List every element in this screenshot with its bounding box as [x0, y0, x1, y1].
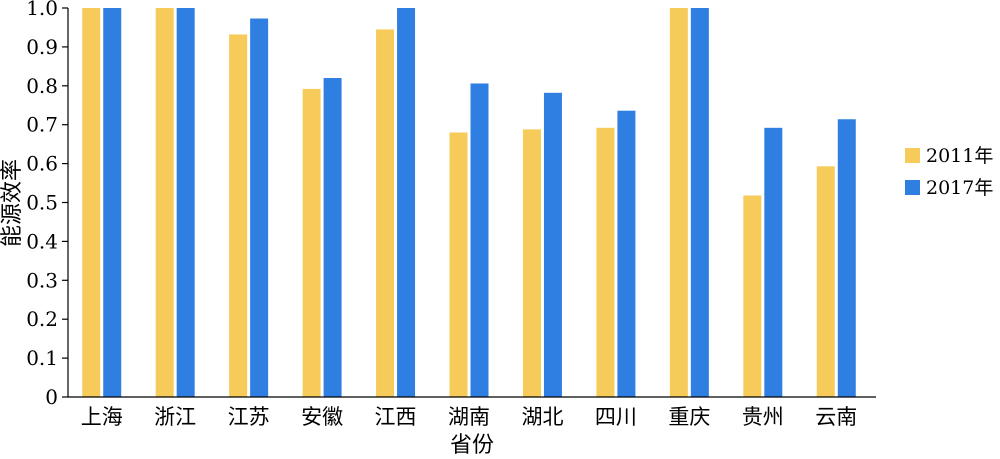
x-tick-label: 浙江 [154, 405, 196, 429]
legend-label: 2011年 [926, 145, 993, 167]
y-tick-label: 0.3 [26, 268, 58, 292]
bar-series1-上海 [82, 8, 101, 397]
y-axis-label: 能源效率 [0, 159, 25, 247]
bar-series2-云南 [837, 119, 856, 397]
bar-series2-江苏 [250, 18, 269, 398]
bars-layer [82, 8, 856, 398]
legend-label: 2017年 [926, 177, 993, 199]
bar-series1-浙江 [155, 8, 174, 397]
x-tick-label: 安徽 [301, 405, 343, 429]
legend-swatch [905, 180, 920, 195]
x-tick-label: 四川 [595, 405, 637, 429]
bar-series1-江西 [376, 29, 395, 398]
bar-series1-湖北 [522, 129, 541, 398]
bar-series1-贵州 [743, 195, 762, 397]
bar-series2-江西 [397, 8, 416, 397]
y-tick-label: 0 [45, 385, 58, 409]
bar-series2-重庆 [690, 8, 709, 397]
y-tick-label: 0.8 [26, 74, 58, 98]
bar-series1-重庆 [669, 8, 688, 397]
x-tick-label: 重庆 [668, 405, 710, 429]
y-tick-label: 0.6 [26, 152, 58, 176]
y-tick-label: 0.4 [26, 229, 58, 253]
y-axis-ticks: 0 0.1 0.2 0.3 0.4 0.5 0.6 0.7 0.8 0.9 1.0 [26, 0, 68, 409]
y-tick-label: 0.2 [26, 307, 58, 331]
y-tick-label: 1.0 [26, 0, 58, 20]
legend: 2011年 2017年 [905, 145, 993, 199]
y-tick-label: 0.1 [26, 346, 58, 370]
bar-series2-浙江 [176, 8, 195, 397]
x-tick-label: 湖北 [521, 405, 563, 429]
bar-series2-湖北 [543, 92, 562, 397]
x-axis-label: 省份 [450, 433, 494, 458]
x-tick-label: 湖南 [448, 405, 490, 429]
y-tick-label: 0.9 [26, 35, 58, 59]
bar-series1-云南 [816, 166, 835, 397]
x-tick-label: 上海 [81, 405, 123, 429]
bar-series1-四川 [596, 127, 615, 397]
legend-swatch [905, 148, 920, 163]
bar-series2-贵州 [764, 127, 783, 397]
bar-series2-湖南 [470, 83, 489, 397]
x-tick-label: 江苏 [228, 405, 270, 429]
y-tick-label: 0.7 [26, 113, 58, 137]
bar-series1-湖南 [449, 132, 468, 398]
y-tick-label: 0.5 [26, 191, 58, 215]
bar-series2-四川 [617, 110, 636, 398]
x-tick-label: 云南 [815, 405, 857, 429]
bar-series1-江苏 [229, 34, 248, 398]
bar-series2-安徽 [323, 78, 342, 398]
x-tick-label: 江西 [375, 405, 417, 429]
x-axis-ticks: 上海 浙江 江苏 安徽 江西 湖南 湖北 四川 重庆 贵州 云南 [81, 405, 858, 429]
bar-series1-安徽 [302, 88, 321, 398]
x-tick-label: 贵州 [742, 405, 784, 429]
bar-series2-上海 [103, 8, 122, 397]
